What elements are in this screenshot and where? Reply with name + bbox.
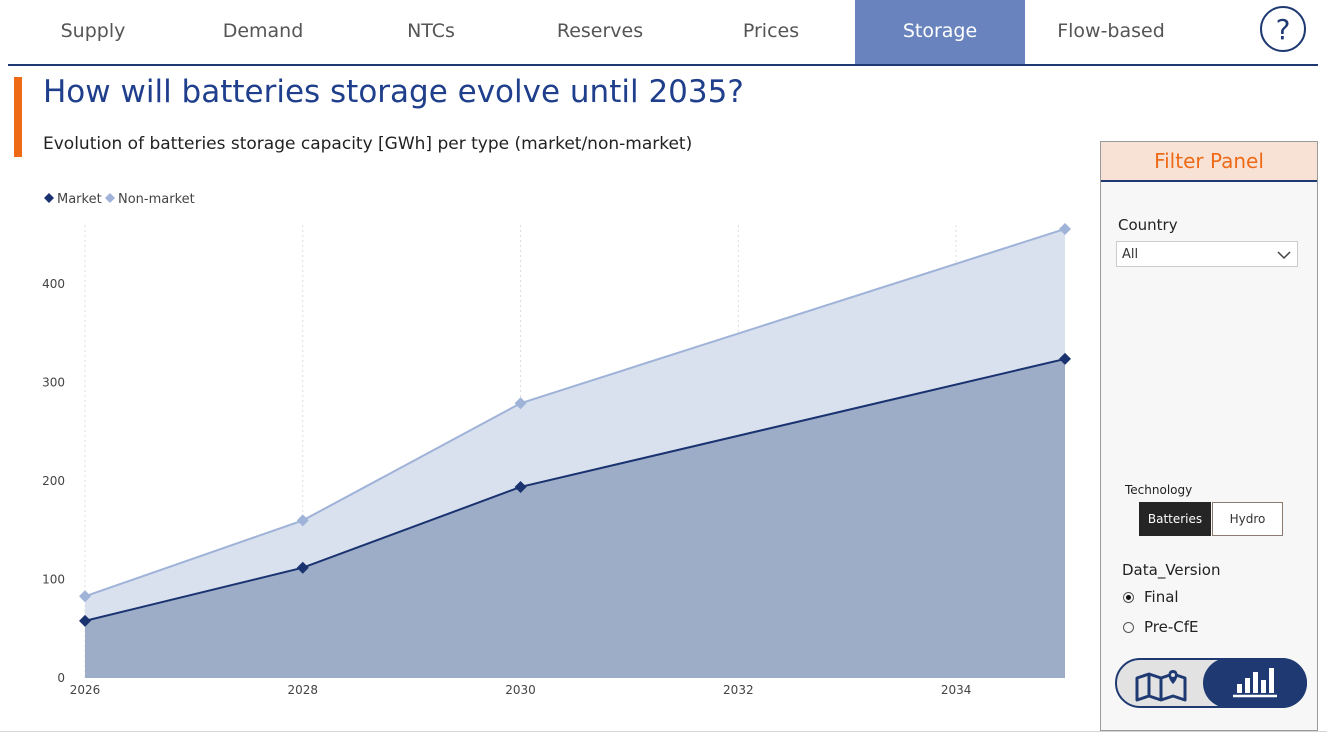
radio-unselected-icon[interactable] bbox=[1123, 622, 1134, 633]
y-axis: 0 100 200 300 400 bbox=[42, 277, 65, 685]
market-point bbox=[79, 614, 91, 627]
data-version-final-label: Final bbox=[1144, 588, 1179, 606]
page-title: How will batteries storage evolve until … bbox=[43, 74, 744, 110]
tab-flow-based[interactable]: Flow-based bbox=[1057, 20, 1165, 42]
country-label: Country bbox=[1118, 216, 1178, 234]
market-area bbox=[85, 358, 1065, 678]
market-point bbox=[296, 561, 309, 574]
legend-non-market-label: Non-market bbox=[118, 192, 195, 207]
y-tick-label: 100 bbox=[42, 573, 65, 587]
technology-hydro-button[interactable]: Hydro bbox=[1212, 502, 1283, 536]
radio-selected-icon[interactable] bbox=[1123, 592, 1134, 603]
filter-panel: Filter Panel Country All Technology Batt… bbox=[1100, 141, 1318, 731]
map-icon[interactable] bbox=[1133, 668, 1189, 708]
country-dropdown[interactable]: All bbox=[1116, 241, 1298, 267]
market-point bbox=[1059, 352, 1071, 365]
bar-chart-icon[interactable] bbox=[1203, 658, 1307, 708]
chart-points bbox=[79, 222, 1071, 627]
question-mark-icon[interactable]: ? bbox=[1260, 6, 1306, 52]
tab-ntcs[interactable]: NTCs bbox=[407, 20, 455, 42]
chart-legend: Market Non-market bbox=[44, 192, 195, 207]
x-tick-label: 2034 bbox=[941, 683, 972, 697]
chevron-down-icon bbox=[1277, 242, 1291, 277]
technology-label: Technology bbox=[1125, 483, 1193, 497]
data-version-final-option[interactable]: Final bbox=[1123, 588, 1179, 606]
filter-panel-title: Filter Panel bbox=[1101, 142, 1317, 182]
x-tick-label: 2028 bbox=[288, 683, 319, 697]
data-version-precfe-label: Pre-CfE bbox=[1144, 618, 1199, 636]
non-market-point bbox=[1059, 222, 1071, 235]
y-tick-label: 400 bbox=[42, 277, 65, 291]
y-tick-label: 200 bbox=[42, 474, 65, 488]
legend-non-market-marker bbox=[105, 193, 115, 203]
legend-market-label: Market bbox=[57, 192, 102, 207]
x-tick-label: 2032 bbox=[723, 683, 754, 697]
y-tick-label: 300 bbox=[42, 376, 65, 390]
x-tick-label: 2026 bbox=[70, 683, 101, 697]
x-tick-label: 2030 bbox=[505, 683, 536, 697]
non-market-line bbox=[84, 227, 1066, 598]
market-point bbox=[514, 480, 527, 493]
non-market-point bbox=[514, 397, 527, 410]
tab-supply[interactable]: Supply bbox=[60, 20, 126, 42]
view-toggle[interactable] bbox=[1115, 658, 1307, 708]
accent-bar bbox=[14, 77, 22, 157]
country-value: All bbox=[1122, 247, 1139, 262]
tab-prices[interactable]: Prices bbox=[742, 20, 800, 42]
data-version-precfe-option[interactable]: Pre-CfE bbox=[1123, 618, 1199, 636]
tab-reserves[interactable]: Reserves bbox=[556, 20, 644, 42]
legend-market-marker bbox=[44, 193, 54, 203]
non-market-point bbox=[79, 590, 91, 603]
market-line bbox=[84, 357, 1066, 622]
non-market-area bbox=[85, 228, 1065, 621]
area-chart: Market Non-market 2026 2028 2030 2032 2034 0 1… bbox=[42, 192, 1071, 697]
chart-areas bbox=[85, 228, 1065, 678]
x-axis: 2026 2028 2030 2032 2034 bbox=[70, 683, 972, 697]
tab-demand[interactable]: Demand bbox=[222, 20, 304, 42]
bottom-divider bbox=[0, 731, 1327, 732]
y-tick-label: 0 bbox=[57, 671, 65, 685]
chart-lines bbox=[84, 227, 1066, 622]
chart-subtitle: Evolution of batteries storage capacity … bbox=[43, 134, 693, 154]
data-version-label: Data_Version bbox=[1122, 561, 1221, 579]
technology-batteries-button[interactable]: Batteries bbox=[1139, 502, 1211, 536]
non-market-point bbox=[296, 514, 309, 527]
tab-bar: Supply Demand NTCs Reserves Prices Stora… bbox=[8, 0, 1318, 66]
tab-storage[interactable]: Storage bbox=[855, 0, 1025, 64]
